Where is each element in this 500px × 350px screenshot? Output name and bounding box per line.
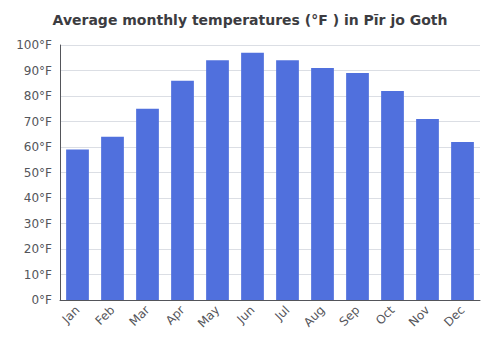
svg-text:40°F: 40°F (24, 191, 52, 205)
svg-text:50°F: 50°F (24, 166, 52, 180)
svg-text:Aug: Aug (301, 303, 327, 329)
svg-text:Sep: Sep (337, 303, 363, 329)
svg-text:Feb: Feb (93, 303, 118, 328)
svg-text:Apr: Apr (163, 303, 188, 328)
svg-text:Jul: Jul (272, 303, 293, 324)
svg-text:Nov: Nov (406, 303, 432, 329)
svg-text:100°F: 100°F (16, 38, 52, 52)
svg-text:Dec: Dec (441, 303, 467, 329)
svg-text:30°F: 30°F (24, 217, 52, 231)
svg-text:May: May (195, 303, 222, 330)
svg-text:Oct: Oct (373, 303, 398, 328)
svg-text:Average monthly temperatures (: Average monthly temperatures (°F ) in Pī… (53, 12, 448, 28)
svg-text:60°F: 60°F (24, 140, 52, 154)
svg-text:0°F: 0°F (31, 293, 52, 307)
svg-text:80°F: 80°F (24, 89, 52, 103)
svg-text:90°F: 90°F (24, 64, 52, 78)
svg-text:Jun: Jun (234, 303, 258, 327)
svg-text:Jan: Jan (59, 303, 83, 327)
svg-text:Mar: Mar (127, 303, 153, 329)
svg-text:10°F: 10°F (24, 268, 52, 282)
svg-text:20°F: 20°F (24, 242, 52, 256)
svg-text:70°F: 70°F (24, 115, 52, 129)
